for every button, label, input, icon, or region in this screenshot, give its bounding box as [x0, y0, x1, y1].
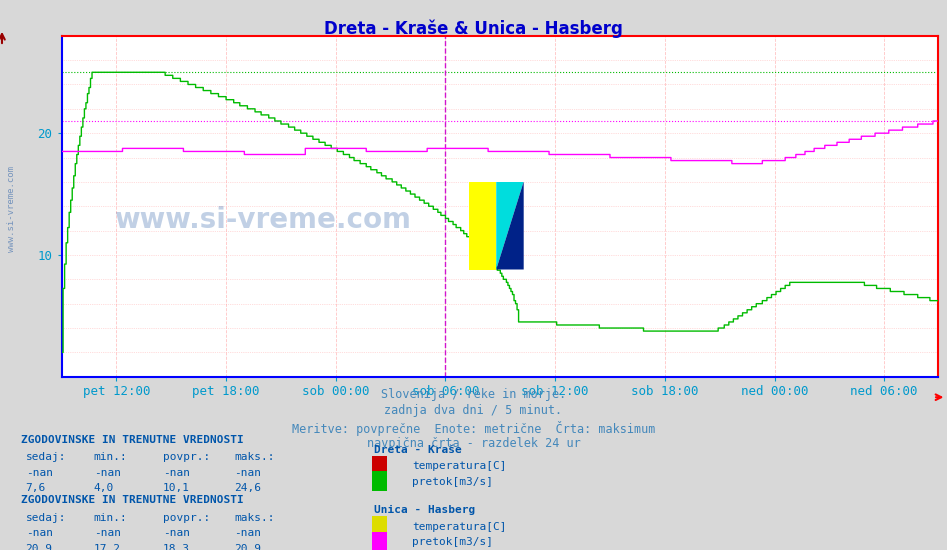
Polygon shape	[496, 182, 524, 270]
Text: -nan: -nan	[94, 468, 121, 478]
Text: ZGODOVINSKE IN TRENUTNE VREDNOSTI: ZGODOVINSKE IN TRENUTNE VREDNOSTI	[21, 495, 243, 505]
Text: -nan: -nan	[234, 468, 261, 478]
Text: 20,9: 20,9	[26, 543, 53, 550]
Text: 20,9: 20,9	[234, 543, 261, 550]
Text: temperatura[C]: temperatura[C]	[412, 521, 507, 532]
Text: maks.:: maks.:	[234, 452, 275, 463]
Polygon shape	[496, 182, 524, 270]
Text: 24,6: 24,6	[234, 483, 261, 493]
Text: 10,1: 10,1	[163, 483, 190, 493]
Text: -nan: -nan	[234, 528, 261, 538]
Text: 18,3: 18,3	[163, 543, 190, 550]
Text: 7,6: 7,6	[26, 483, 45, 493]
Text: -nan: -nan	[26, 468, 53, 478]
Text: -nan: -nan	[94, 528, 121, 538]
Text: 4,0: 4,0	[94, 483, 114, 493]
Text: www.si-vreme.com: www.si-vreme.com	[7, 166, 16, 252]
Text: Slovenija / reke in morje.: Slovenija / reke in morje.	[381, 388, 566, 401]
Text: Meritve: povprečne  Enote: metrične  Črta: maksimum: Meritve: povprečne Enote: metrične Črta:…	[292, 421, 655, 436]
Text: pretok[m3/s]: pretok[m3/s]	[412, 476, 493, 487]
Text: temperatura[C]: temperatura[C]	[412, 461, 507, 471]
Text: navpična črta - razdelek 24 ur: navpična črta - razdelek 24 ur	[366, 437, 581, 450]
Text: -nan: -nan	[26, 528, 53, 538]
Text: Dreta - Kraše & Unica - Hasberg: Dreta - Kraše & Unica - Hasberg	[324, 19, 623, 38]
Text: sedaj:: sedaj:	[26, 452, 66, 463]
Text: -nan: -nan	[163, 528, 190, 538]
Text: ZGODOVINSKE IN TRENUTNE VREDNOSTI: ZGODOVINSKE IN TRENUTNE VREDNOSTI	[21, 434, 243, 445]
Text: www.si-vreme.com: www.si-vreme.com	[114, 206, 411, 234]
Text: 17,2: 17,2	[94, 543, 121, 550]
Text: povpr.:: povpr.:	[163, 513, 210, 523]
Bar	[469, 182, 496, 270]
Text: -nan: -nan	[163, 468, 190, 478]
Text: zadnja dva dni / 5 minut.: zadnja dva dni / 5 minut.	[384, 404, 563, 417]
Text: sedaj:: sedaj:	[26, 513, 66, 523]
Text: pretok[m3/s]: pretok[m3/s]	[412, 537, 493, 547]
Text: Dreta - Kraše: Dreta - Kraše	[374, 444, 462, 455]
Text: povpr.:: povpr.:	[163, 452, 210, 463]
Text: maks.:: maks.:	[234, 513, 275, 523]
Text: min.:: min.:	[94, 513, 128, 523]
Text: Unica - Hasberg: Unica - Hasberg	[374, 505, 475, 515]
Text: min.:: min.:	[94, 452, 128, 463]
